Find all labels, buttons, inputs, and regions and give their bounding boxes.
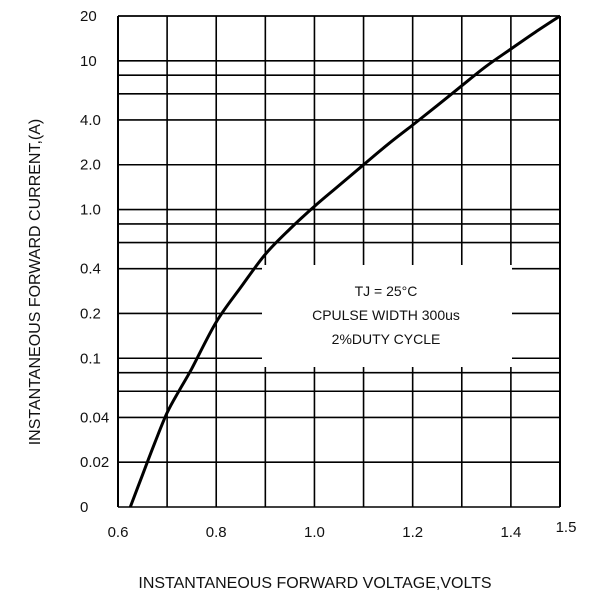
y-tick-label: 2.0	[80, 157, 101, 174]
y-tick-label: 10	[80, 53, 97, 70]
x-tick-label: 1.0	[304, 524, 325, 541]
y-tick-label: 0.1	[80, 350, 101, 367]
y-tick-label: 1.0	[80, 202, 101, 219]
x-tick-labels: 0.6 0.8 1.0 1.2 1.4 1.5	[108, 519, 577, 541]
grid-lines	[117, 15, 561, 508]
y-tick-label: 0.4	[80, 261, 101, 278]
y-tick-label: 0.04	[80, 409, 109, 426]
curve-layer	[128, 14, 561, 508]
x-tick-label: 0.6	[108, 524, 129, 541]
y-tick-label: 4.0	[80, 112, 101, 129]
y-tick-label: 0	[80, 499, 88, 516]
x-tick-label: 1.5	[556, 519, 577, 536]
annotation-line: CPULSE WIDTH 300us	[312, 307, 460, 323]
y-tick-label: 0.02	[80, 454, 109, 471]
annotation-line: 2%DUTY CYCLE	[332, 331, 441, 347]
y-tick-labels: 0 0.02 0.04 0.1 0.2 0.4 1.0 2.0 4.0 10 20	[80, 8, 109, 516]
y-axis-label: INSTANTANEOUS FORWARD CURRENT,(A)	[27, 119, 44, 446]
x-tick-label: 1.4	[500, 524, 521, 541]
annotation-text: TJ = 25°C CPULSE WIDTH 300us 2%DUTY CYCLE	[312, 283, 460, 347]
annotation-line: TJ = 25°C	[355, 283, 418, 299]
forward-current-curve	[128, 14, 561, 508]
x-tick-label: 0.8	[206, 524, 227, 541]
x-tick-label: 1.2	[402, 524, 423, 541]
annotation-box	[262, 265, 512, 367]
y-tick-label: 20	[80, 8, 97, 25]
x-axis-label: INSTANTANEOUS FORWARD VOLTAGE,VOLTS	[138, 575, 491, 592]
y-tick-label: 0.2	[80, 305, 101, 322]
